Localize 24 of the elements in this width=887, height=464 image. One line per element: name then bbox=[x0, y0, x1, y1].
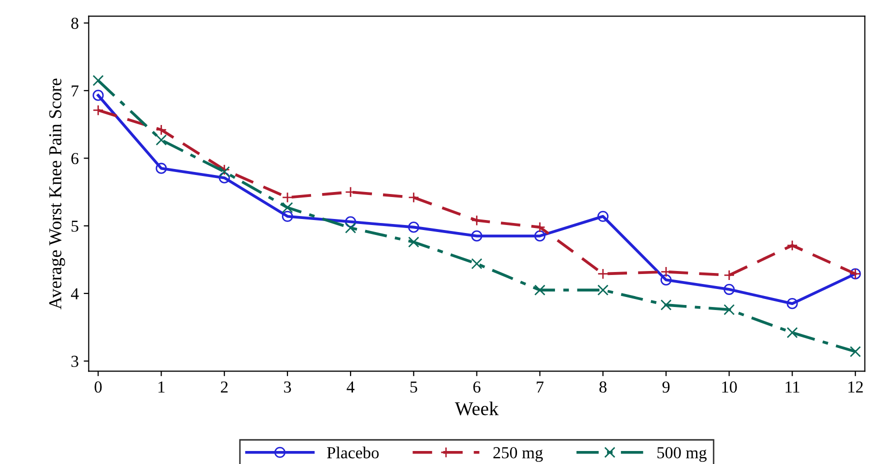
y-axis-title: Average Worst Knee Pain Score bbox=[49, 78, 66, 310]
y-tick-label: 6 bbox=[71, 152, 78, 164]
y-tick-label: 7 bbox=[72, 85, 78, 96]
x-tick-label: 11 bbox=[786, 381, 800, 392]
x-tick-label: 6 bbox=[473, 381, 480, 393]
x-tick-label: 4 bbox=[346, 382, 354, 392]
legend-label: 250 mg bbox=[493, 447, 543, 462]
x-tick-label: 7 bbox=[536, 382, 544, 392]
x-tick-label: 10 bbox=[722, 381, 737, 393]
x-tick-label: 3 bbox=[284, 381, 291, 393]
x-tick-label: 9 bbox=[662, 381, 670, 393]
x-tick-label: 0 bbox=[94, 381, 102, 393]
x-tick-label: 1 bbox=[158, 381, 164, 392]
x-tick-label: 12 bbox=[848, 381, 863, 392]
legend-label: Placebo bbox=[327, 446, 379, 458]
y-tick-label: 4 bbox=[70, 288, 79, 300]
legend-label: 500 mg bbox=[657, 447, 707, 462]
y-tick-label: 5 bbox=[72, 220, 78, 232]
x-tick-label: 8 bbox=[599, 381, 606, 393]
y-tick-label: 8 bbox=[71, 18, 78, 29]
x-tick-label: 2 bbox=[220, 381, 228, 392]
y-tick-label: 3 bbox=[71, 356, 78, 368]
x-axis-title: Week bbox=[454, 402, 499, 416]
x-tick-label: 5 bbox=[410, 382, 418, 393]
